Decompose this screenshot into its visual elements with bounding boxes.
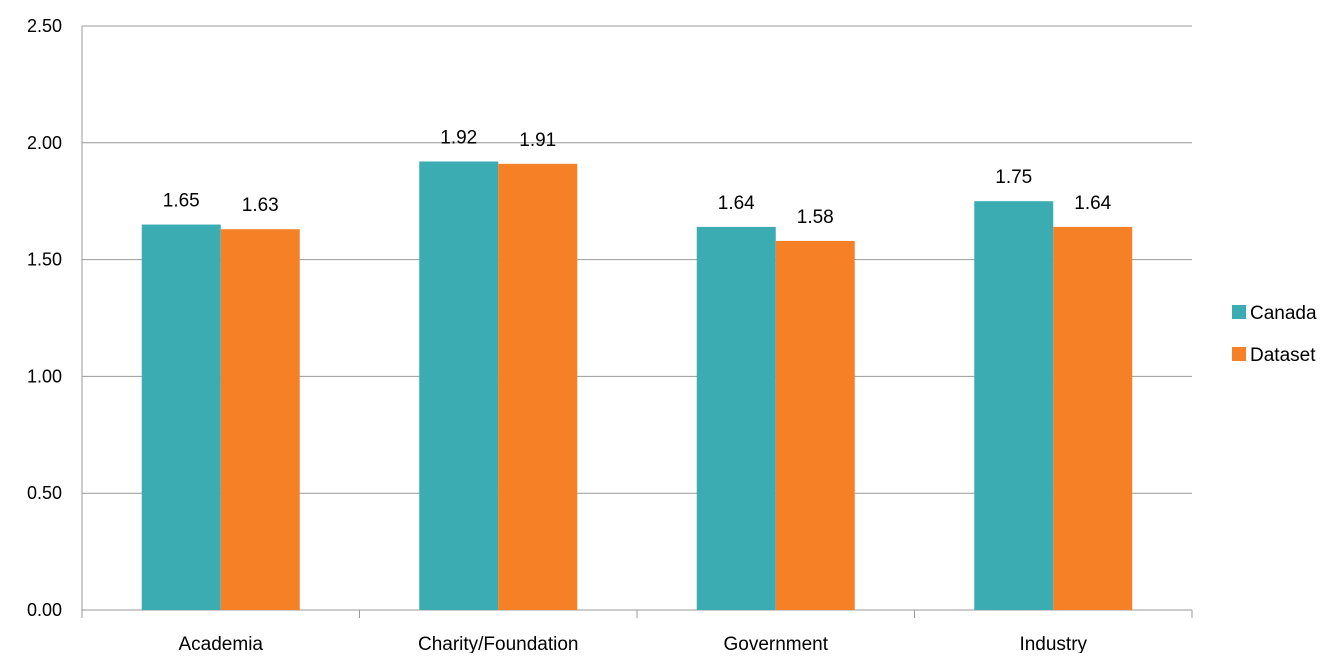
bar-canada-government [696,226,776,610]
bar-dataset-industry [1053,226,1133,610]
y-tick-label: 0.00 [27,600,62,620]
legend-label-dataset: Dataset [1250,345,1316,366]
bar-canada-academia [141,224,221,610]
bar-canada-charity-foundation [419,161,499,610]
data-label: 1.58 [797,207,834,228]
data-label: 1.91 [519,130,556,151]
y-tick-label: 0.50 [27,483,62,503]
x-category-label: Government [723,634,828,653]
y-tick-label: 1.50 [27,250,62,270]
y-tick-label: 2.50 [27,16,62,36]
data-label: 1.92 [440,127,477,148]
bars [141,161,1133,611]
data-label: 1.65 [163,191,200,212]
legend: Canada Dataset [1232,303,1317,366]
y-tick-label: 1.00 [27,366,62,386]
y-tick-label: 2.00 [27,133,62,153]
bar-dataset-charity-foundation [498,163,578,610]
data-label: 1.75 [995,167,1032,188]
bar-canada-industry [974,201,1054,610]
data-label: 1.64 [1074,193,1111,214]
bar-dataset-academia [220,229,300,610]
data-labels: 1.65 1.63 1.92 1.91 1.64 1.58 1.75 1.64 [163,127,1112,227]
legend-swatch-canada [1232,305,1246,319]
legend-label-canada: Canada [1250,303,1317,324]
axes: 0.00 0.50 1.00 1.50 2.00 2.50 Academia Charity/… [27,16,1193,655]
x-category-label: Industry [1019,634,1087,653]
data-label: 1.64 [718,193,755,214]
legend-swatch-dataset [1232,347,1246,361]
data-label: 1.63 [242,195,279,216]
x-category-label: Charity/Foundation [418,634,579,653]
x-category-label: Academia [179,634,264,653]
bar-dataset-government [775,240,855,611]
